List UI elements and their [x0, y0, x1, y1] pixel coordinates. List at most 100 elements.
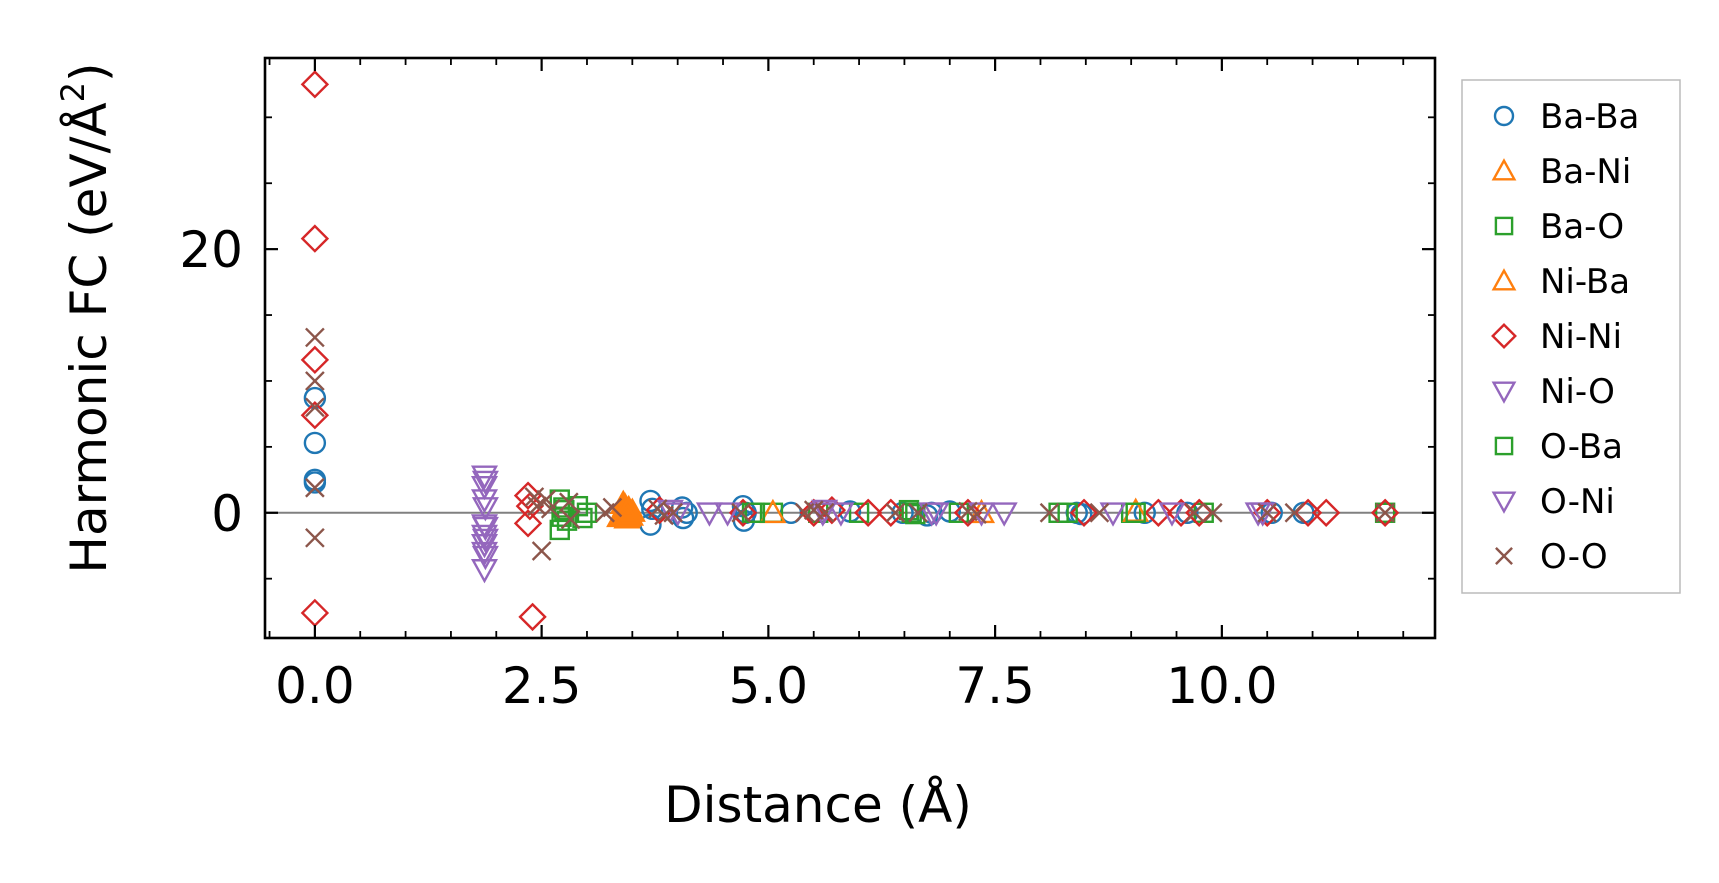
point-O-O-17-stroke-b	[731, 502, 752, 523]
point-Ba-O-12	[905, 503, 926, 525]
axes-ticks: 0.0 2.5 5.0 7.5 10.0 0 20	[179, 58, 1435, 715]
point-Ni-O-9	[695, 502, 723, 527]
point-O-O-24	[967, 504, 987, 524]
point-O-O-3	[305, 477, 325, 498]
point-O-O-30-stroke-b	[1284, 502, 1305, 523]
legend-entry-Ba-Ba: Ba-Ba	[1493, 97, 1639, 137]
point-O-O-17	[731, 502, 752, 523]
point-Ni-O-7	[470, 559, 499, 584]
x-axis-label: Distance (Å)	[664, 776, 972, 834]
y-tick-label: 0	[211, 485, 243, 543]
point-O-Ni-1	[471, 497, 499, 522]
point-O-Ba-4	[1057, 502, 1078, 523]
y-axis-label-suffix: )	[60, 62, 118, 82]
point-Ni-Ni-4	[300, 598, 330, 628]
legend-marker-Ba-Ni	[1491, 158, 1517, 181]
legend-entry-O-O: O-O	[1495, 537, 1608, 577]
point-Ni-Ni-0	[300, 70, 330, 99]
point-O-O-1-stroke-b	[305, 371, 325, 391]
legend-entry-Ba-O: Ba-O	[1494, 207, 1624, 247]
point-O-O-8-stroke-b	[536, 489, 557, 510]
point-O-O-24-stroke-b	[967, 504, 987, 524]
point-Ni-Ni-12	[817, 495, 847, 525]
point-Ni-Ba-0	[611, 492, 639, 517]
x-tick-label: 10.0	[1166, 657, 1277, 715]
x-tick-label: 2.5	[502, 657, 582, 715]
series-O-Ba	[554, 499, 1146, 531]
legend-entry-Ni-Ba: Ni-Ba	[1491, 262, 1630, 302]
point-O-O-5-stroke-b	[524, 487, 545, 507]
point-Ni-O-17	[1158, 502, 1186, 527]
point-O-O-10-stroke-b	[558, 492, 579, 513]
legend-label: Ni-Ba	[1540, 262, 1630, 302]
point-Ni-O-15	[990, 502, 1018, 527]
legend-label: Ni-O	[1540, 372, 1615, 412]
legend-label: O-Ni	[1540, 482, 1615, 522]
point-O-O-7-stroke-b	[531, 541, 552, 561]
legend-entry-Ni-O: Ni-O	[1491, 372, 1615, 412]
point-O-O-13-stroke-b	[602, 497, 623, 518]
legend-marker-Ba-Ba	[1493, 105, 1515, 127]
legend-marker-Ni-Ni	[1491, 323, 1517, 349]
point-O-O-19-stroke-b	[803, 500, 824, 520]
x-tick-label: 0.0	[275, 657, 355, 715]
point-O-Ni-4	[471, 545, 499, 571]
point-O-O-3-stroke-b	[305, 477, 325, 498]
series-Ni-O	[470, 465, 1272, 584]
axes-frame	[263, 56, 1437, 640]
y-axis-label: Harmonic FC (eV/Å2)	[54, 62, 118, 573]
legend-marker-Ni-Ba	[1491, 268, 1517, 291]
point-O-O-21-stroke-b	[885, 502, 906, 523]
point-O-O-0-stroke-b	[305, 327, 325, 348]
point-Ni-Ni-20	[1253, 498, 1282, 527]
point-Ni-Ni-6	[513, 509, 543, 538]
legend-marker-O-Ba	[1494, 436, 1514, 456]
point-O-O-1	[305, 371, 325, 391]
point-O-O-28-stroke-b	[1202, 502, 1223, 523]
point-O-Ni-0	[471, 470, 499, 496]
legend-entry-Ni-Ni: Ni-Ni	[1491, 317, 1622, 357]
point-O-Ba-1	[556, 510, 578, 531]
point-O-Ba-3	[901, 502, 922, 523]
y-axis-label-superscript: 2	[54, 82, 92, 102]
point-O-Ba-0	[554, 499, 575, 521]
point-O-O-25	[1039, 502, 1060, 523]
point-O-O-4-stroke-b	[305, 527, 325, 548]
point-O-O-16	[663, 502, 683, 523]
point-O-O-21	[885, 502, 906, 523]
point-O-O-7	[531, 541, 552, 561]
y-axis-label-main: Harmonic FC (eV/Å	[60, 102, 118, 573]
point-Ni-O-10	[714, 502, 742, 527]
point-O-O-31	[1375, 502, 1395, 523]
point-O-O-16-stroke-b	[663, 502, 683, 523]
point-Ni-Ni-17	[1144, 498, 1173, 527]
point-O-O-26	[1089, 502, 1110, 523]
point-O-O-23-stroke-b	[958, 501, 978, 522]
point-O-O-11-stroke-b	[560, 509, 581, 530]
point-O-O-22-stroke-b	[908, 502, 928, 523]
point-O-Ba-2	[744, 502, 765, 523]
point-O-O-4	[305, 527, 325, 548]
point-O-Ni-7	[918, 502, 946, 527]
point-O-O-31-stroke-b	[1375, 502, 1395, 523]
legend-entry-O-Ba: O-Ba	[1494, 427, 1623, 467]
legend-label: O-O	[1540, 537, 1608, 577]
series-Ni-Ni	[300, 70, 1400, 632]
point-O-O-20-stroke-b	[814, 502, 835, 523]
point-O-O-9	[540, 498, 561, 519]
point-O-O-13	[602, 497, 623, 518]
axes-border	[263, 56, 1437, 640]
x-tick-label: 5.0	[729, 657, 809, 715]
point-O-O-27	[1184, 502, 1205, 523]
legend: Ba-Ba Ba-Ni Ba-O Ni-Ba Ni-Ni Ni-O O-Ba O-Ni O-O	[1461, 79, 1681, 594]
point-Ba-Ba-3	[303, 468, 327, 492]
point-O-O-26-stroke-b	[1089, 502, 1110, 523]
point-Ni-Ni-23	[1370, 498, 1400, 527]
point-O-O-9-stroke-b	[540, 498, 561, 519]
legend-box	[1461, 79, 1681, 594]
point-Ba-Ba-1	[303, 431, 327, 455]
point-O-O-29	[1257, 502, 1278, 523]
point-O-O-29-stroke-b	[1257, 502, 1278, 523]
legend-entry-Ba-Ni: Ba-Ni	[1491, 152, 1631, 192]
legend-marker-Ni-O	[1491, 381, 1517, 404]
